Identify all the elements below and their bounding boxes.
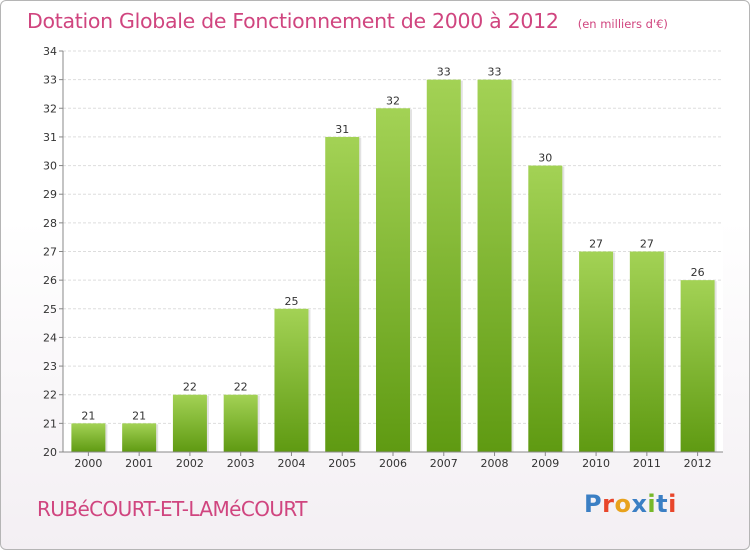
bar-value-label: 27 <box>589 238 603 251</box>
x-tick-label: 2000 <box>74 457 102 470</box>
y-tick-label: 33 <box>43 74 57 87</box>
proxiti-logo[interactable]: Proxiti <box>584 490 677 518</box>
y-tick-label: 23 <box>43 360 57 373</box>
chart-unit: (en milliers d'€) <box>577 17 668 31</box>
bar-value-label: 31 <box>335 123 349 136</box>
bar-value-label: 21 <box>132 409 146 422</box>
x-tick-label: 2002 <box>176 457 204 470</box>
bar-value-label: 22 <box>234 381 248 394</box>
bar <box>172 394 207 452</box>
x-tick-label: 2005 <box>328 457 356 470</box>
logo-letter: i <box>647 490 657 518</box>
bar-value-label: 21 <box>81 409 95 422</box>
bar <box>680 280 715 452</box>
logo-letter: x <box>631 490 648 518</box>
logo-letter: t <box>656 490 669 518</box>
y-tick-label: 32 <box>43 102 57 115</box>
bar-value-label: 25 <box>284 295 298 308</box>
x-tick-label: 2004 <box>277 457 305 470</box>
bar <box>376 108 410 453</box>
x-tick-label: 2009 <box>531 457 559 470</box>
commune-name: RUBéCOURT-ET-LAMéCOURT <box>37 497 307 521</box>
x-tick-label: 2010 <box>582 457 610 470</box>
bar <box>325 136 360 452</box>
x-tick-label: 2001 <box>125 457 153 470</box>
bar <box>528 165 563 453</box>
bar <box>274 308 309 452</box>
bar-value-label: 32 <box>386 94 400 107</box>
title-row: Dotation Globale de Fonctionnement de 20… <box>27 9 668 33</box>
bar-value-label: 30 <box>538 152 552 165</box>
bar <box>477 79 512 453</box>
bar <box>629 251 664 452</box>
logo-letter: P <box>584 490 603 518</box>
x-tick-label: 2003 <box>227 457 255 470</box>
bar <box>122 423 157 452</box>
bar <box>579 251 614 452</box>
y-tick-label: 25 <box>43 303 57 316</box>
bar <box>426 79 461 453</box>
x-tick-label: 2007 <box>430 457 458 470</box>
bar-value-label: 27 <box>640 238 654 251</box>
chart-title: Dotation Globale de Fonctionnement de 20… <box>27 9 559 33</box>
y-tick-label: 27 <box>43 246 57 259</box>
bar-value-label: 22 <box>183 381 197 394</box>
y-tick-label: 26 <box>43 274 57 287</box>
x-tick-label: 2008 <box>481 457 509 470</box>
y-tick-label: 34 <box>43 45 57 58</box>
y-tick-label: 28 <box>43 217 57 230</box>
y-tick-label: 22 <box>43 389 57 402</box>
bar-value-label: 26 <box>691 266 705 279</box>
bar <box>223 394 258 452</box>
y-tick-label: 31 <box>43 131 57 144</box>
y-tick-label: 20 <box>43 446 57 459</box>
logo-letter: i <box>668 490 677 518</box>
y-tick-label: 24 <box>43 331 57 344</box>
bar-value-label: 33 <box>488 66 502 79</box>
logo-letter: o <box>614 490 632 518</box>
bar-value-label: 33 <box>437 66 451 79</box>
x-tick-label: 2011 <box>633 457 661 470</box>
x-tick-label: 2012 <box>684 457 712 470</box>
y-tick-label: 30 <box>43 160 57 173</box>
x-tick-label: 2006 <box>379 457 407 470</box>
logo-letter: r <box>602 490 615 518</box>
y-tick-label: 21 <box>43 417 57 430</box>
y-tick-label: 29 <box>43 188 57 201</box>
bar <box>71 423 106 452</box>
